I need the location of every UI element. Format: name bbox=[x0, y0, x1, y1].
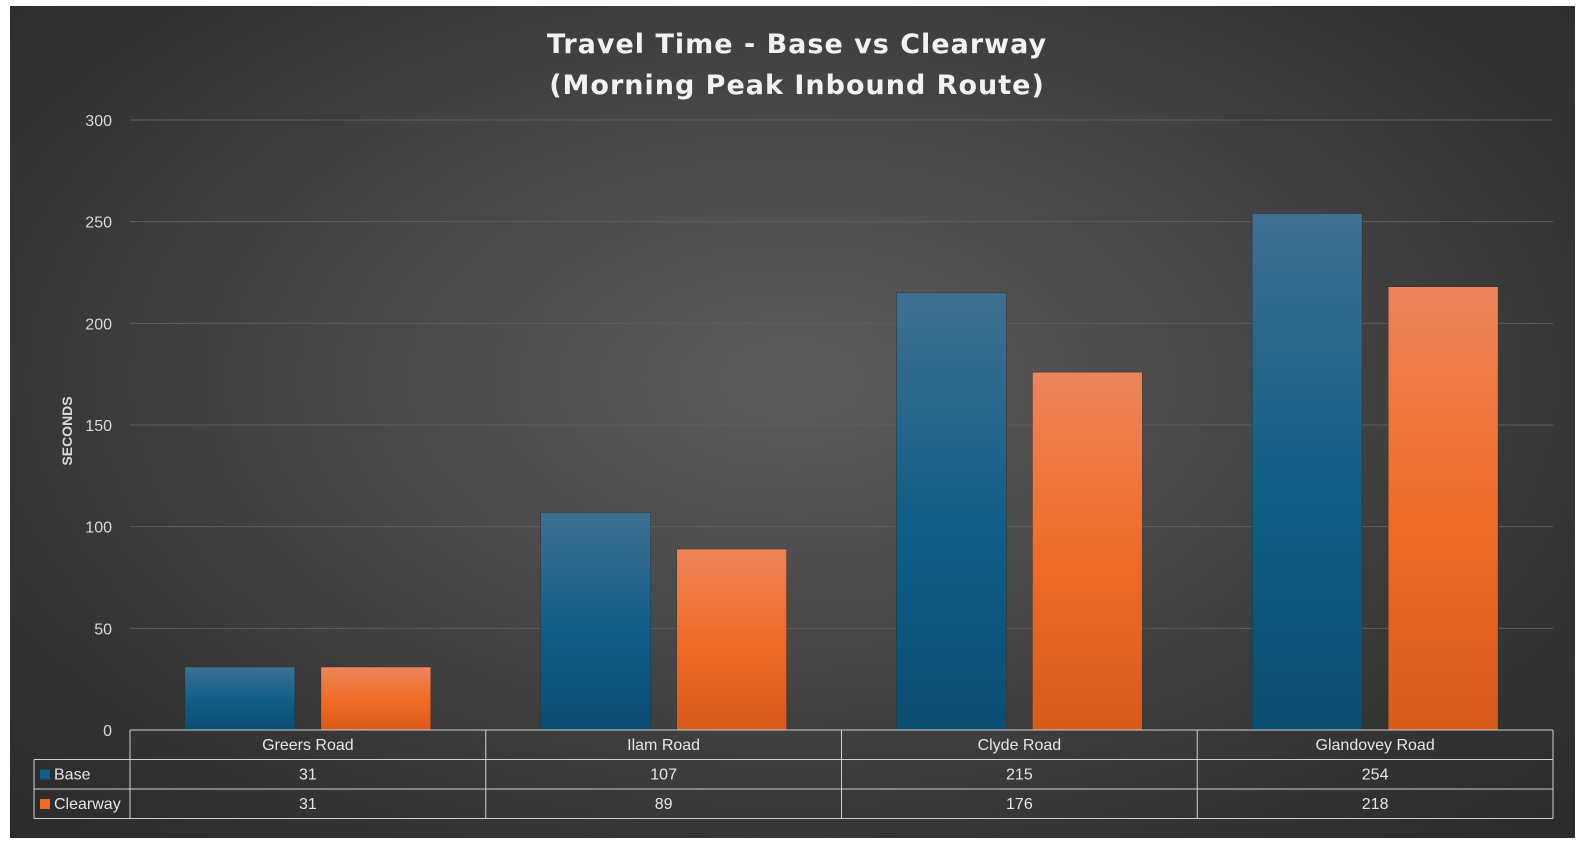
data-table: Greers Road Ilam Road Clyde Road Glandovey … bbox=[33, 729, 1554, 819]
table-cell-value: 31 bbox=[299, 767, 317, 784]
y-axis-ticks: 0 50 100 150 200 250 300 bbox=[85, 113, 112, 740]
bars bbox=[184, 213, 1499, 731]
x-category-label: Glandovey Road bbox=[1316, 737, 1435, 754]
x-category-label: Greers Road bbox=[262, 737, 354, 754]
legend-swatch-base bbox=[40, 769, 50, 780]
y-tick-label: 0 bbox=[103, 723, 112, 740]
legend-label-clearway: Clearway bbox=[54, 796, 121, 813]
x-category-label: Clyde Road bbox=[978, 737, 1062, 754]
bar-chart: Travel Time - Base vs Clearway (Morning … bbox=[33, 29, 1554, 819]
bar-base-3 bbox=[1251, 213, 1363, 731]
table-cell-value: 176 bbox=[1006, 796, 1033, 813]
legend-label-base: Base bbox=[54, 767, 91, 784]
y-tick-label: 150 bbox=[85, 418, 112, 435]
x-category-label: Ilam Road bbox=[627, 737, 700, 754]
bar-base-2 bbox=[896, 292, 1007, 731]
y-tick-label: 300 bbox=[85, 113, 112, 130]
y-tick-label: 250 bbox=[85, 215, 112, 232]
bar-clearway-0 bbox=[320, 666, 432, 731]
table-cell-value: 215 bbox=[1006, 767, 1033, 784]
chart-area: Travel Time - Base vs Clearway (Morning … bbox=[10, 6, 1575, 838]
bar-clearway-3 bbox=[1387, 286, 1499, 731]
bar-base-1 bbox=[540, 512, 651, 731]
chart-title-line-2: (Morning Peak Inbound Route) bbox=[549, 70, 1045, 101]
y-tick-label: 200 bbox=[85, 316, 112, 333]
table-cell-value: 89 bbox=[655, 796, 673, 813]
legend-swatch-clearway bbox=[40, 799, 50, 809]
y-axis-label: SECONDS bbox=[59, 396, 75, 465]
table-cell-value: 31 bbox=[299, 796, 317, 813]
bar-base-0 bbox=[184, 666, 296, 731]
chart-title-line-1: Travel Time - Base vs Clearway bbox=[547, 29, 1047, 60]
bar-clearway-1 bbox=[676, 548, 787, 731]
y-tick-label: 50 bbox=[94, 621, 112, 638]
table-cell-value: 107 bbox=[650, 767, 677, 784]
table-cell-value: 218 bbox=[1362, 796, 1389, 813]
y-tick-label: 100 bbox=[85, 520, 112, 537]
table-cell-value: 254 bbox=[1362, 767, 1389, 784]
bar-clearway-2 bbox=[1032, 371, 1143, 731]
